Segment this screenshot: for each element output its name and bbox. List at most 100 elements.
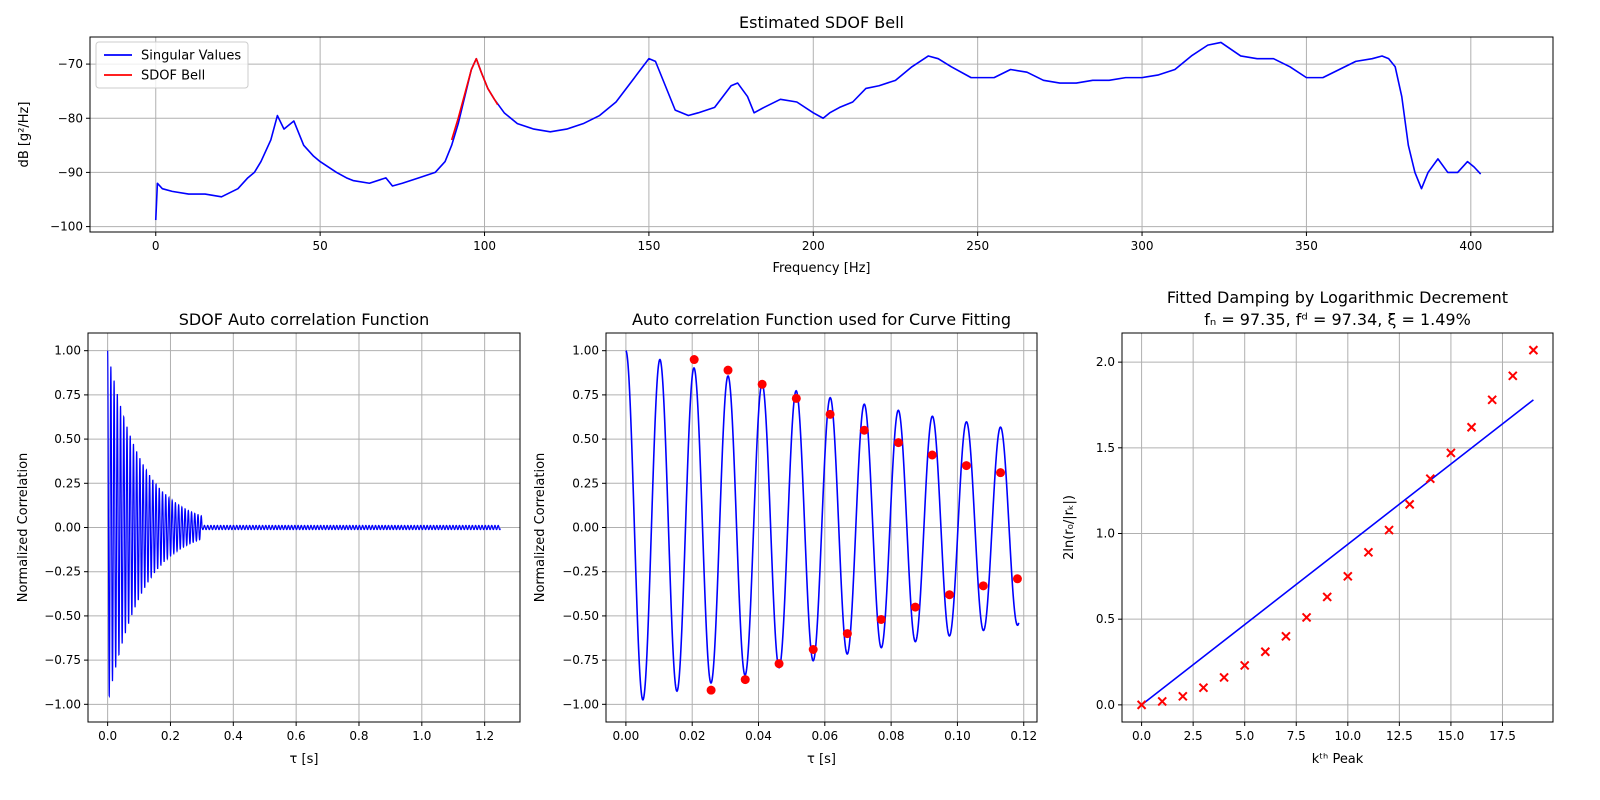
decrement-point (1446, 448, 1456, 458)
y-axis-label: Normalized Correlation (16, 453, 31, 603)
decrement-point (1384, 525, 1394, 535)
y-tick-label: −0.25 (44, 565, 81, 579)
x-tick-label: 0 (152, 239, 160, 253)
decrement-point (1487, 395, 1497, 405)
y-axis-label: Normalized Correlation (533, 453, 548, 603)
decrement-point (1239, 660, 1250, 671)
decrement-point (1528, 345, 1539, 355)
chart-title: Estimated SDOF Bell (739, 13, 904, 32)
x-tick-label: 2.5 (1184, 729, 1203, 743)
chart-title: Fitted Damping by Logarithmic Decrement (1167, 288, 1508, 307)
series-line-sdof-bell (450, 57, 499, 141)
log-decrement-damping-chart: 0.0 2.5 5.0 7.5 10.0 12.5 15.0 17.5 0.0 0.5 1.0 1.5… (1062, 288, 1554, 767)
x-tick-label: 0.04 (745, 729, 772, 743)
y-tick-label: −70 (58, 57, 83, 71)
decrement-point (1508, 371, 1518, 381)
y-tick-label: 0.50 (572, 432, 599, 446)
x-tick-label: 0.2 (161, 729, 180, 743)
x-tick-label: 0.08 (878, 729, 905, 743)
decrement-point (1260, 647, 1271, 657)
series-line-fit-autocorrelation (625, 350, 1020, 701)
x-tick-label: 0.4 (224, 729, 243, 743)
x-tick-label: 10.0 (1334, 729, 1361, 743)
peak-point (996, 468, 1006, 478)
y-tick-label: −100 (50, 220, 83, 234)
y-tick-label: 1.5 (1096, 441, 1115, 455)
x-tick-label: 100 (473, 239, 496, 253)
peak-point (893, 438, 903, 448)
peak-point (1012, 574, 1022, 584)
y-tick-label: −0.75 (562, 653, 599, 667)
decrement-point (1404, 499, 1415, 510)
x-axis-label: τ [s] (290, 752, 319, 767)
x-tick-label: 17.5 (1489, 729, 1516, 743)
y-tick-label: 2.0 (1096, 355, 1115, 369)
x-tick-label: 250 (966, 239, 989, 253)
x-tick-label: 0.10 (944, 729, 971, 743)
peak-point (774, 659, 784, 669)
y-tick-label: 0.75 (572, 388, 599, 402)
x-tick-label: 300 (1131, 239, 1154, 253)
peak-point (876, 614, 886, 624)
y-tick-label: 0.25 (54, 476, 81, 490)
peak-point (757, 379, 767, 389)
peak-point (791, 393, 801, 403)
chart-title: SDOF Auto correlation Function (179, 310, 430, 329)
y-tick-label: 1.00 (572, 344, 599, 358)
y-tick-label: −80 (58, 111, 83, 125)
y-tick-label: 0.5 (1096, 612, 1115, 626)
peak-point (723, 365, 733, 375)
y-tick-label: −90 (58, 165, 83, 179)
x-tick-label: 0.8 (349, 729, 368, 743)
peak-point (944, 590, 954, 600)
decrement-point (1322, 592, 1332, 602)
sdof-autocorrelation-chart: 0.0 0.2 0.4 0.6 0.8 1.0 1.2 −1.00 −0.75 −0.50 −0.2… (16, 310, 521, 767)
peak-point (706, 685, 716, 695)
legend-box (95, 41, 249, 89)
y-tick-label: 0.0 (1096, 698, 1115, 712)
peak-point (927, 450, 937, 460)
y-tick-label: −0.75 (44, 653, 81, 667)
x-tick-label: 0.0 (1132, 729, 1151, 743)
legend-label-sdof-bell: SDOF Bell (141, 69, 205, 84)
y-axis-label: 2ln(r₀/|rₖ|) (1062, 495, 1077, 560)
legend: Singular Values SDOF Bell (95, 41, 249, 89)
y-tick-label: −0.50 (44, 609, 81, 623)
peak-point (910, 602, 920, 612)
x-tick-label: 5.0 (1235, 729, 1254, 743)
x-tick-label: 350 (1295, 239, 1318, 253)
legend-label-singular-values: Singular Values (141, 49, 241, 64)
peak-point (859, 425, 869, 435)
peak-point (842, 629, 852, 639)
x-tick-label: 0.06 (811, 729, 838, 743)
decrement-point (1281, 631, 1291, 642)
chart-subtitle: fₙ = 97.35, fᵈ = 97.34, ξ = 1.49% (1204, 310, 1471, 329)
peak-point (825, 409, 835, 419)
peak-point (689, 355, 699, 365)
decrement-point (1219, 672, 1229, 683)
x-tick-label: 1.2 (475, 729, 494, 743)
y-tick-label: 1.00 (54, 344, 81, 358)
peak-point (740, 675, 750, 685)
y-tick-label: −1.00 (44, 697, 81, 711)
decrement-point (1343, 571, 1353, 582)
x-tick-label: 1.0 (412, 729, 431, 743)
y-tick-label: −0.25 (562, 565, 599, 579)
x-tick-label: 0.6 (287, 729, 306, 743)
x-tick-label: 7.5 (1287, 729, 1306, 743)
series-line-autocorrelation (107, 350, 501, 699)
x-tick-label: 0.02 (679, 729, 706, 743)
decrement-point (1178, 691, 1188, 702)
peak-point (808, 645, 818, 655)
x-tick-label: 15.0 (1438, 729, 1465, 743)
fit-line (1141, 399, 1534, 706)
peak-point (978, 581, 988, 591)
y-tick-label: 0.00 (572, 521, 599, 535)
y-tick-label: 0.00 (54, 521, 81, 535)
sdof-bell-chart: 0 50 100 150 200 250 300 350 400 −100 −90 −80 −70 Es… (17, 13, 1554, 276)
x-tick-label: 400 (1459, 239, 1482, 253)
series-line-singular-values (154, 41, 1482, 221)
x-axis-label: τ [s] (807, 752, 836, 767)
chart-title: Auto correlation Function used for Curve… (632, 310, 1011, 329)
